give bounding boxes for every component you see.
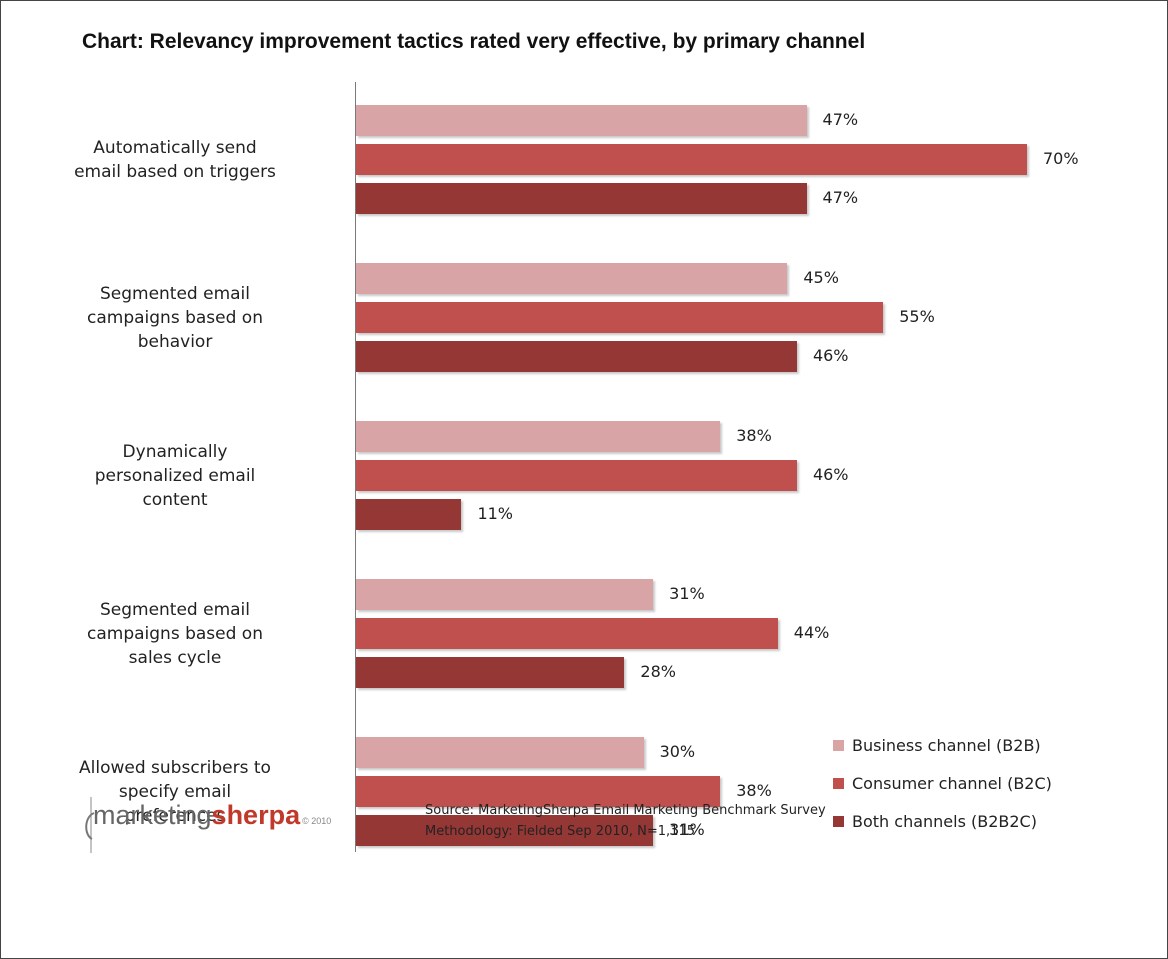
bar — [356, 815, 654, 846]
bar — [356, 618, 778, 649]
bar — [356, 579, 654, 610]
category-label-line: campaigns based on — [87, 307, 263, 328]
data-label: 11% — [477, 504, 513, 523]
data-label: 46% — [812, 465, 849, 484]
category-label-line: specify email — [118, 781, 232, 802]
bar — [356, 460, 797, 491]
bar — [356, 421, 721, 452]
data-label: 38% — [736, 781, 772, 800]
legend-item: Business channel (B2B) — [833, 736, 1041, 755]
category-label-line: email based on triggers — [74, 161, 276, 182]
legend-swatch — [833, 740, 844, 751]
legend-label: Consumer channel (B2C) — [852, 774, 1052, 793]
logo-text-bold: sherpa — [211, 800, 301, 830]
category-label-line: behavior — [137, 331, 213, 352]
category-label-line: Segmented email — [99, 283, 251, 304]
category-axis-line — [355, 82, 356, 852]
data-label: 47% — [822, 188, 859, 207]
bar — [356, 144, 1027, 175]
data-label: 70% — [1043, 149, 1079, 168]
legend-item: Both channels (B2B2C) — [833, 812, 1037, 831]
category-label: Allowed subscribers to specify email prefe… — [10, 756, 340, 828]
bar — [356, 737, 644, 768]
bar — [356, 302, 884, 333]
category-label: Automatically send email based on trigger… — [10, 136, 340, 184]
bar — [356, 263, 788, 294]
category-label-line: Dynamically — [122, 441, 228, 462]
chart-title: Chart: Relevancy improvement tactics rat… — [82, 30, 866, 53]
bar — [356, 341, 797, 372]
legend-swatch — [833, 778, 844, 789]
data-label: 44% — [793, 623, 830, 642]
logo-copyright: © 2010 — [302, 816, 332, 826]
logo-text-light: marketing — [93, 800, 212, 830]
bar — [356, 657, 625, 688]
category-label-line: preferences — [124, 805, 226, 826]
category-label-line: Automatically send — [93, 137, 257, 158]
data-label: 31% — [669, 584, 705, 603]
legend-item: Consumer channel (B2C) — [833, 774, 1052, 793]
legend-swatch — [833, 816, 844, 827]
data-label: 30% — [659, 742, 696, 761]
marketingsherpa-logo: marketingsherpa © 2010 — [93, 800, 331, 831]
legend-label: Business channel (B2B) — [852, 736, 1041, 755]
category-label: Dynamically personalized email content — [10, 440, 340, 512]
category-label-line: sales cycle — [128, 647, 222, 668]
bar — [356, 105, 807, 136]
category-label-line: personalized email — [94, 465, 256, 486]
sherpa-logo-icon — [82, 795, 100, 859]
source-note: Source: MarketingSherpa Email Marketing … — [425, 800, 826, 842]
category-label: Segmented email campaigns based on behavio… — [10, 282, 340, 354]
bar — [356, 776, 721, 807]
category-label-line: Segmented email — [99, 599, 251, 620]
category-label-line: Allowed subscribers to — [79, 757, 271, 778]
legend-label: Both channels (B2B2C) — [852, 812, 1037, 831]
data-label: 31% — [669, 820, 705, 839]
data-label: 45% — [803, 268, 839, 287]
category-label-line: content — [142, 489, 208, 510]
source-line: Source: MarketingSherpa Email Marketing … — [425, 803, 826, 818]
data-label: 55% — [899, 307, 935, 326]
data-label: 46% — [812, 346, 849, 365]
bar — [356, 499, 462, 530]
category-label-line: campaigns based on — [87, 623, 263, 644]
data-label: 47% — [822, 110, 859, 129]
methodology-line: Methodology: Fielded Sep 2010, N=1,115 — [425, 824, 695, 839]
category-label: Segmented email campaigns based on sales c… — [10, 598, 340, 670]
data-label: 28% — [640, 662, 676, 681]
bar — [356, 183, 807, 214]
data-label: 38% — [736, 426, 772, 445]
